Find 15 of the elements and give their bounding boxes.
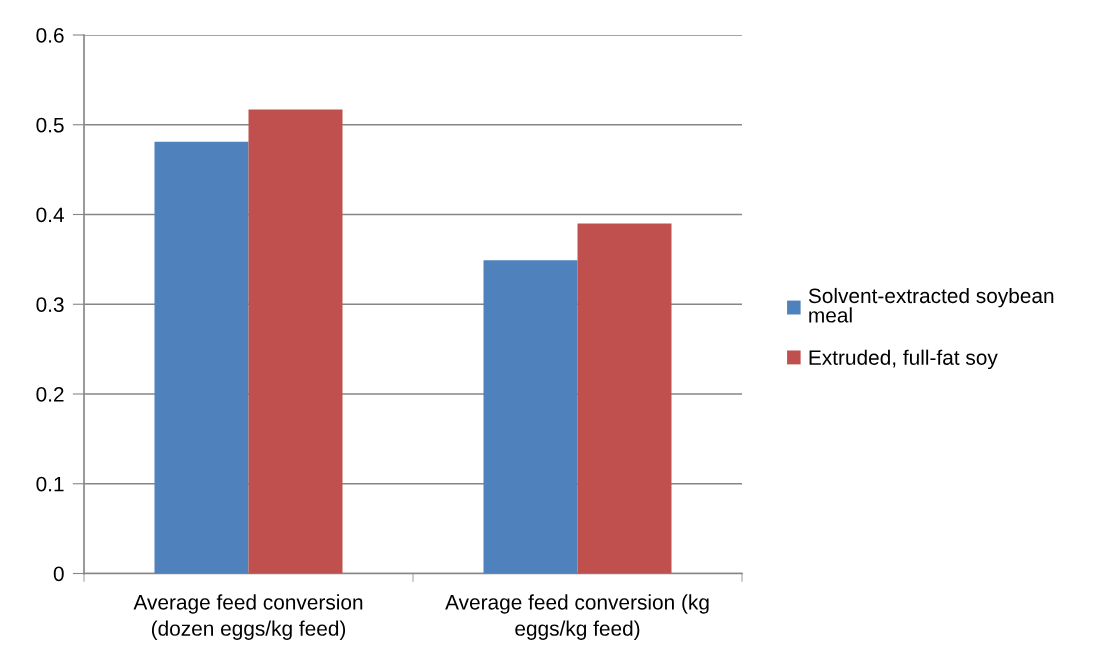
y-tick-label: 0.1: [36, 476, 64, 492]
legend-label: Extruded, full-fat soy: [809, 349, 998, 370]
bar: [577, 223, 672, 574]
y-tick-label: 0: [53, 566, 64, 582]
bar: [154, 141, 249, 574]
bar: [483, 260, 578, 574]
legend-label: Solvent-extracted soybean meal: [808, 287, 1054, 323]
y-tick-label: 0.6: [36, 28, 64, 43]
x-tick-label: Average feed conversion (kg eggs/kg feed): [445, 594, 709, 640]
y-tick-label: 0.4: [36, 207, 64, 223]
y-tick-label: 0.5: [36, 117, 64, 133]
y-tick-label: 0.2: [36, 387, 64, 402]
y-tick-label: 0.3: [36, 297, 64, 312]
bar: [248, 109, 343, 574]
x-tick-label: Average feed conversion (dozen eggs/kg feed): [133, 594, 363, 640]
